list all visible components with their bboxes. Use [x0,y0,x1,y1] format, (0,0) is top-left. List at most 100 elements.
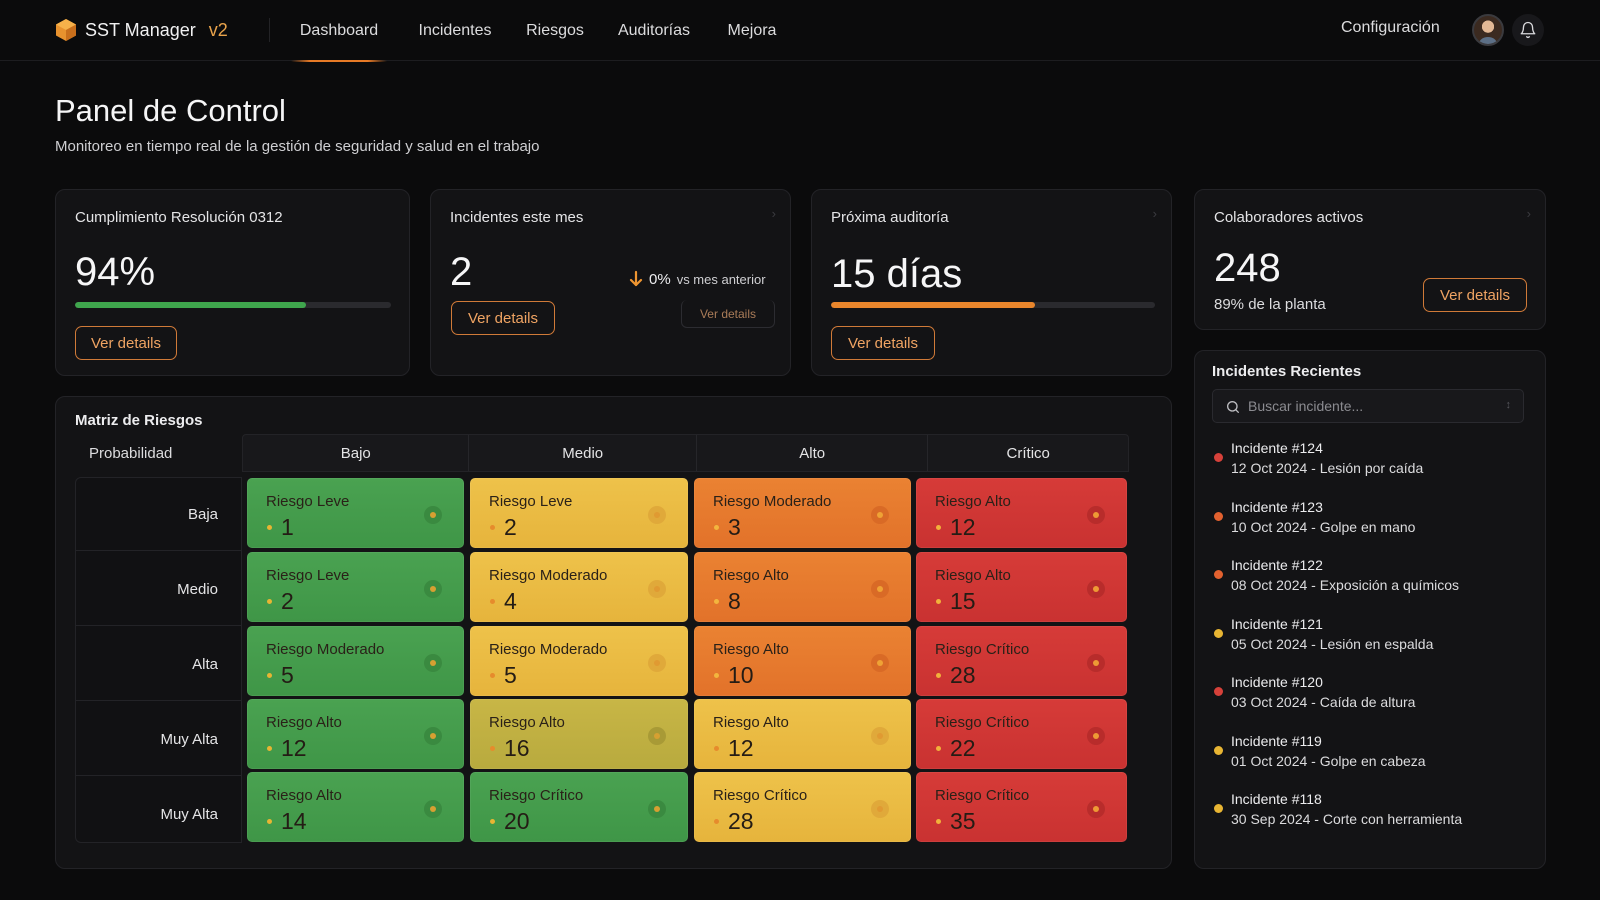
dot-icon [936,819,941,824]
dot-icon [714,525,719,530]
row-header: Medio [76,553,241,626]
column-header: Bajo [243,435,470,471]
incident-description: 05 Oct 2024 - Lesión en espalda [1231,635,1434,652]
risk-cell[interactable]: Riesgo Alto 15 [916,552,1127,622]
dot-icon [267,819,272,824]
risk-count: 2 [504,514,517,540]
risk-cell[interactable]: Riesgo Moderado 5 [247,626,464,696]
chevron-right-icon[interactable]: › [771,206,776,221]
ver-details-button[interactable]: Ver details [451,301,555,335]
risk-cell[interactable]: Riesgo Moderado 3 [694,478,911,548]
risk-level-label: Riesgo Alto [935,493,1011,510]
bell-icon [1520,21,1536,39]
risk-level-label: Riesgo Crítico [713,787,808,804]
status-indicator-icon [648,506,666,524]
risk-cell[interactable]: Riesgo Alto 12 [694,699,911,769]
audit-progress-bar [831,302,1155,308]
incident-list-item[interactable]: Incidente #122 08 Oct 2024 - Exposición a… [1212,557,1524,607]
incident-list-item[interactable]: Incidente #118 30 Sep 2024 - Corte con he… [1212,791,1524,841]
kpi-card-cumplimiento: Cumplimiento Resolución 0312 94% Ver det… [55,189,410,376]
chevron-right-icon[interactable]: › [1152,206,1157,221]
risk-level-label: Riesgo Crítico [935,787,1030,804]
incident-list-item[interactable]: Incidente #124 12 Oct 2024 - Lesión por c… [1212,440,1524,490]
card-title: Cumplimiento Resolución 0312 [75,209,283,226]
matrix-title: Matriz de Riesgos [75,412,203,429]
risk-count: 4 [504,588,517,614]
risk-level-label: Riesgo Alto [713,641,789,658]
incident-description: 12 Oct 2024 - Lesión por caída [1231,460,1424,476]
dot-icon [490,746,495,751]
risk-cell[interactable]: Riesgo Crítico 35 [916,772,1127,842]
nav-mejora[interactable]: Mejora [717,0,787,61]
dot-icon [936,673,941,678]
ver-details-secondary-button[interactable]: Ver details [681,300,775,328]
nav-riesgos[interactable]: Riesgos [519,0,591,61]
risk-cell[interactable]: Riesgo Leve 2 [470,478,688,548]
risk-cell[interactable]: Riesgo Alto 12 [916,478,1127,548]
risk-cell[interactable]: Riesgo Crítico 28 [694,772,911,842]
ver-details-button[interactable]: Ver details [831,326,935,360]
trend-compare: vs mes anterior [676,271,766,287]
risk-cell[interactable]: Riesgo Alto 14 [247,772,464,842]
risk-cell[interactable]: Riesgo Leve 2 [247,552,464,622]
search-icon [1227,401,1239,413]
search-input[interactable] [1248,390,1498,422]
header-divider [269,18,270,42]
notifications-button[interactable] [1512,14,1544,46]
kpi-value: 2 [450,250,473,294]
incident-name: Incidente #119 [1231,732,1322,749]
severity-dot-icon [1214,628,1223,638]
user-avatar[interactable] [1472,14,1504,46]
column-header: Medio [469,435,697,471]
incident-description: 30 Sep 2024 - Corte con herramienta [1231,811,1463,827]
risk-cell[interactable]: Riesgo Crítico 22 [916,699,1127,769]
risk-cell[interactable]: Riesgo Alto 12 [247,699,464,769]
risk-cell[interactable]: Riesgo Alto 10 [694,626,911,696]
risk-cell[interactable]: Riesgo Moderado 4 [470,552,688,622]
risk-cell[interactable]: Riesgo Moderado 5 [470,626,688,696]
card-title: Próxima auditoría [831,209,949,226]
arrow-down-icon [629,270,643,287]
dot-icon [714,599,719,604]
status-indicator-icon [424,506,442,524]
kpi-subtitle: 89% de la planta [1214,296,1326,313]
risk-cell[interactable]: Riesgo Alto 16 [470,699,688,769]
severity-dot-icon [1214,804,1223,813]
trend-indicator: 0% vs mes anterior [629,270,766,288]
incident-list-item[interactable]: Incidente #120 03 Oct 2024 - Caída de alt… [1212,674,1524,724]
kpi-card-colaboradores: Colaboradores activos › 248 89% de la pl… [1194,189,1546,330]
config-link[interactable]: Configuración [1341,19,1440,36]
page-title: Panel de Control [55,93,286,128]
status-indicator-icon [871,800,889,818]
nav-label: Mejora [727,21,777,39]
chevron-right-icon[interactable]: › [1526,206,1531,221]
risk-cell[interactable]: Riesgo Leve 1 [247,478,464,548]
incident-list-item[interactable]: Incidente #121 05 Oct 2024 - Lesión en es… [1212,616,1524,666]
incident-description: 03 Oct 2024 - Caída de altura [1231,694,1416,710]
risk-cell[interactable]: Riesgo Crítico 28 [916,626,1127,696]
kpi-value: 248 [1214,246,1281,290]
risk-count: 22 [950,735,976,761]
nav-incidentes[interactable]: Incidentes [391,0,519,61]
status-indicator-icon [871,654,889,672]
status-indicator-icon [648,654,666,672]
status-indicator-icon [1087,727,1105,745]
dot-icon [490,673,495,678]
risk-cell[interactable]: Riesgo Alto 8 [694,552,911,622]
incident-list-item[interactable]: Incidente #123 10 Oct 2024 - Golpe en man… [1212,499,1524,549]
incident-list-item[interactable]: Incidente #119 01 Oct 2024 - Golpe en cab… [1212,733,1524,783]
ver-details-button[interactable]: Ver details [75,326,177,360]
risk-count: 20 [504,808,530,834]
probability-row-headers: Baja Medio Alta Muy Alta Muy Alta [75,477,242,843]
nav-auditorias[interactable]: Auditorías [591,0,717,61]
sort-icon[interactable]: ↕ [1505,399,1512,411]
app-name: SST Manager [85,19,196,40]
nav-dashboard[interactable]: Dashboard [287,0,391,62]
dot-icon [490,525,495,530]
row-header: Baja [76,478,241,551]
incident-description: 01 Oct 2024 - Golpe en cabeza [1231,752,1426,769]
ver-details-button[interactable]: Ver details [1423,278,1527,312]
incident-name: Incidente #120 [1231,674,1323,690]
brand[interactable]: SST Manager v2 [55,18,228,42]
risk-cell[interactable]: Riesgo Crítico 20 [470,772,688,842]
